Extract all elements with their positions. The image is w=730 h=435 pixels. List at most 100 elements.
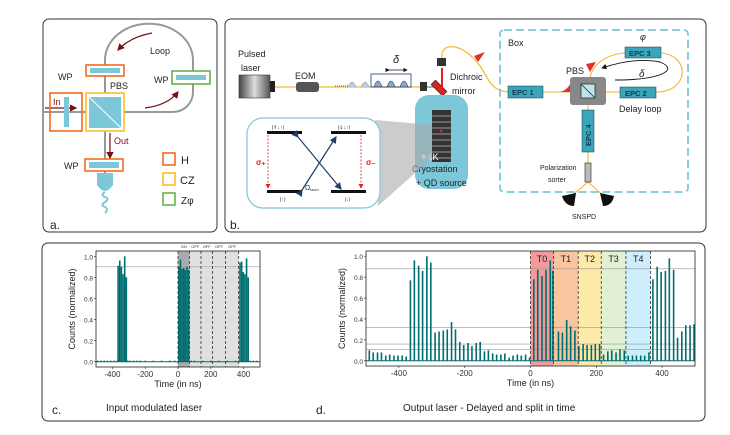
- bar: [239, 262, 241, 362]
- bar: [417, 265, 420, 361]
- epc2: [619, 86, 657, 99]
- bar: [438, 331, 440, 361]
- bar: [118, 260, 121, 362]
- epc4-label: EPC 4: [584, 123, 593, 146]
- bar: [247, 277, 249, 362]
- bar: [179, 259, 182, 362]
- waveplate-bottom-element: [89, 162, 119, 168]
- bar: [255, 360, 258, 362]
- x-tick-label: 200: [590, 369, 604, 378]
- pbs-box-label: PBS: [566, 66, 584, 76]
- loop-path: [104, 22, 194, 113]
- bar: [561, 332, 564, 361]
- region-off: [212, 251, 226, 367]
- bar: [129, 360, 132, 362]
- bar: [689, 325, 691, 361]
- epc3-label: EPC 3: [629, 49, 651, 58]
- region-off: [200, 251, 213, 367]
- bar: [627, 355, 630, 361]
- legend-swatch-h: [162, 152, 176, 166]
- waveplate-right-element: [176, 75, 206, 80]
- energy-levels: [267, 131, 366, 193]
- bar: [462, 345, 465, 361]
- dichroic-label: Dichroic: [450, 72, 483, 82]
- x-tick-label: -200: [137, 370, 154, 379]
- bar: [210, 360, 212, 362]
- bar: [405, 356, 407, 361]
- y-tick-label: 0.8: [354, 275, 363, 282]
- sigma-minus-label: σ₋: [366, 158, 376, 167]
- region-label: OFF: [191, 244, 200, 249]
- region-label: T2: [584, 254, 595, 264]
- loop-arrow-icon: [144, 91, 179, 109]
- epc4: [581, 109, 595, 153]
- bar: [467, 343, 469, 361]
- fiber-coupler-icon: [97, 173, 113, 191]
- bar: [491, 353, 494, 361]
- delta-loop-label: δ: [639, 69, 645, 80]
- x-tick-label: -200: [457, 369, 474, 378]
- snspd-detector-icon: [600, 193, 614, 206]
- bar: [631, 355, 634, 361]
- bar: [242, 272, 245, 362]
- bar: [384, 355, 387, 361]
- box-frame: [499, 29, 689, 193]
- wp-bottom-label: WP: [64, 161, 79, 171]
- legend-label-h: H: [181, 155, 189, 167]
- bar: [113, 360, 115, 362]
- waveplate-top-element: [90, 68, 120, 73]
- bar: [380, 352, 383, 361]
- state-bottom-left: |↑⟩: [280, 197, 286, 203]
- panel-a: WP PBS Loop WP In Out WP H CZ Zφ a.: [42, 18, 218, 233]
- bar: [109, 360, 112, 362]
- bar: [648, 352, 650, 361]
- delta-label: δ: [393, 54, 400, 66]
- bar: [615, 352, 617, 361]
- bar: [218, 360, 220, 362]
- bar: [623, 350, 626, 361]
- bar: [388, 354, 391, 361]
- panel-d-label: d.: [316, 403, 326, 417]
- x-tick-label: -400: [391, 369, 408, 378]
- bar: [594, 344, 597, 361]
- polarization-label: Polarization: [540, 165, 577, 172]
- in-label: In: [53, 97, 61, 107]
- bar: [479, 341, 481, 361]
- bar: [528, 357, 531, 361]
- bar: [471, 346, 473, 361]
- x-tick-label: 0: [176, 370, 181, 379]
- photon-marker-icon: [474, 52, 485, 62]
- bar: [590, 345, 593, 361]
- bar: [184, 269, 187, 362]
- region-label: T3: [608, 254, 619, 264]
- mirror-label: mirror: [452, 86, 476, 96]
- loop-arrow-icon: [117, 32, 153, 51]
- bar: [125, 277, 128, 362]
- bar: [524, 354, 527, 361]
- y-axis-label: Counts (normalized): [67, 268, 77, 349]
- cryostation-label: Cryostation: [412, 164, 458, 174]
- bar: [178, 266, 180, 362]
- bar: [401, 355, 403, 361]
- bar: [409, 280, 412, 361]
- state-top-right: |⇓↓↑⟩: [338, 125, 350, 131]
- bar: [504, 353, 506, 361]
- legend: H CZ Zφ: [162, 152, 195, 207]
- state-bottom-right: |↓⟩: [345, 197, 351, 203]
- bar: [430, 262, 432, 361]
- bar: [635, 355, 638, 361]
- y-tick-label: 0.8: [84, 275, 93, 282]
- y-tick-label: 0.4: [84, 318, 93, 325]
- x-tick-label: 200: [204, 370, 218, 379]
- state-top-left: |⇑↓↑⟩: [272, 125, 284, 131]
- sorter-label: sorter: [548, 177, 567, 184]
- panel-b: Pulsed laser EOM δ Dichroic mirror: [224, 18, 707, 233]
- fiber-to-box: [441, 46, 509, 93]
- y-tick-label: 0.6: [354, 296, 363, 303]
- pbs-label: PBS: [110, 81, 128, 91]
- bar: [574, 330, 576, 361]
- pulse-train-icon: [335, 73, 412, 88]
- bar: [446, 329, 449, 361]
- bar: [549, 260, 552, 361]
